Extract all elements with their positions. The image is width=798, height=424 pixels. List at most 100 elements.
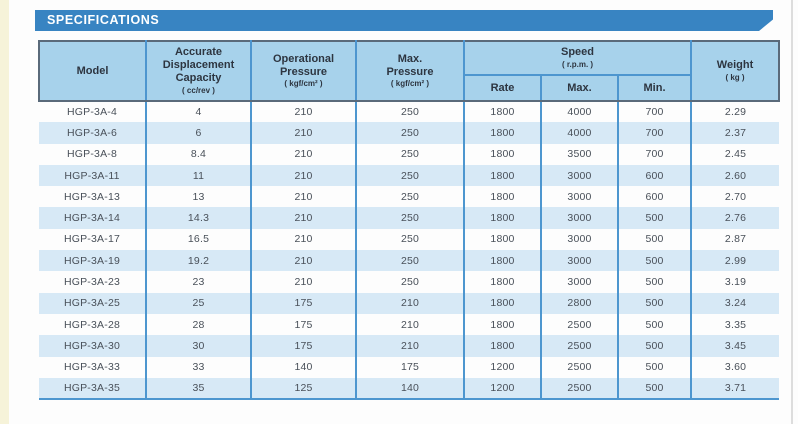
cell-speed_min: 500	[616, 356, 693, 378]
cell-model: HGP-3A-6	[39, 122, 147, 144]
cell-weight: 3.71	[690, 377, 780, 401]
cell-model: HGP-3A-30	[39, 335, 147, 357]
table-row: HGP-3A-25 25 175 210 1800 2800 500 3.24	[39, 292, 780, 314]
cell-weight: 3.35	[690, 313, 780, 336]
cell-speed_min: 700	[616, 122, 693, 144]
cell-max_pressure: 250	[355, 228, 465, 251]
cell-operational_pressure: 175	[250, 335, 357, 357]
cell-speed_max: 3000	[540, 271, 619, 293]
cell-max_pressure: 250	[355, 207, 465, 229]
page-right-edge-line	[791, 0, 793, 424]
cell-speed_max: 3500	[540, 143, 619, 165]
cell-displacement_capacity: 11	[145, 164, 252, 187]
cell-speed_rate: 1800	[463, 292, 542, 314]
cell-displacement_capacity: 16.5	[145, 228, 252, 251]
cell-operational_pressure: 210	[250, 143, 357, 165]
cell-speed_min: 500	[616, 292, 693, 314]
table-row: HGP-3A-23 23 210 250 1800 3000 500 3.19	[39, 271, 780, 293]
cell-weight: 2.70	[690, 186, 780, 208]
cell-model: HGP-3A-14	[39, 207, 147, 229]
cell-speed_max: 2800	[540, 292, 619, 314]
cell-weight: 3.24	[690, 292, 780, 314]
cell-speed_max: 3000	[540, 250, 619, 272]
cell-weight: 2.37	[690, 122, 780, 144]
cell-max_pressure: 175	[355, 356, 465, 378]
cell-speed_min: 500	[616, 313, 693, 336]
cell-max_pressure: 250	[355, 250, 465, 272]
column-header-operational-pressure-label: Operational Pressure	[272, 52, 335, 78]
cell-weight: 2.76	[690, 207, 780, 229]
page-left-edge-strip	[0, 0, 9, 424]
cell-operational_pressure: 125	[250, 377, 357, 401]
column-header-displacement-capacity: Accurate Displacement Capacity ( cc/rev …	[145, 40, 252, 102]
cell-speed_rate: 1800	[463, 164, 542, 187]
cell-max_pressure: 210	[355, 335, 465, 357]
specifications-banner-title: SPECIFICATIONS	[47, 13, 160, 27]
cell-operational_pressure: 210	[250, 122, 357, 144]
cell-displacement_capacity: 6	[145, 122, 252, 144]
cell-weight: 2.87	[690, 228, 780, 251]
cell-speed_rate: 1800	[463, 335, 542, 357]
column-header-speed-label: Speed	[561, 46, 595, 59]
column-header-weight-label: Weight	[716, 59, 754, 72]
cell-model: HGP-3A-17	[39, 228, 147, 251]
cell-max_pressure: 210	[355, 313, 465, 336]
cell-speed_min: 600	[616, 164, 693, 187]
cell-max_pressure: 250	[355, 271, 465, 293]
column-header-speed-rate: Rate	[463, 75, 542, 102]
column-header-speed-unit: ( r.p.m. )	[561, 59, 594, 69]
table-row: HGP-3A-13 13 210 250 1800 3000 600 2.70	[39, 186, 780, 208]
cell-model: HGP-3A-28	[39, 313, 147, 336]
cell-displacement_capacity: 14.3	[145, 207, 252, 229]
cell-model: HGP-3A-8	[39, 143, 147, 165]
cell-model: HGP-3A-33	[39, 356, 147, 378]
cell-speed_max: 3000	[540, 228, 619, 251]
cell-operational_pressure: 210	[250, 228, 357, 251]
cell-speed_min: 500	[616, 228, 693, 251]
cell-speed_rate: 1200	[463, 377, 542, 401]
cell-weight: 3.60	[690, 356, 780, 378]
cell-speed_min: 500	[616, 377, 693, 401]
cell-speed_min: 700	[616, 101, 693, 123]
spec-table: Model Accurate Displacement Capacity ( c…	[38, 40, 781, 401]
table-body: HGP-3A-4 4 210 250 1800 4000 700 2.29 HGP-3A-6 6 2…	[39, 101, 780, 401]
cell-operational_pressure: 210	[250, 271, 357, 293]
cell-operational_pressure: 140	[250, 356, 357, 378]
cell-operational_pressure: 175	[250, 313, 357, 336]
cell-speed_rate: 1800	[463, 207, 542, 229]
column-header-speed-group: Speed ( r.p.m. )	[462, 40, 693, 76]
column-header-operational-pressure: Operational Pressure ( kgf/cm² )	[250, 40, 357, 102]
cell-model: HGP-3A-4	[39, 101, 147, 123]
spec-table-wrap: Model Accurate Displacement Capacity ( c…	[38, 40, 781, 401]
cell-model: HGP-3A-25	[39, 292, 147, 314]
cell-speed_max: 2500	[540, 335, 619, 357]
column-header-speed-min: Min.	[616, 75, 693, 102]
cell-max_pressure: 210	[355, 292, 465, 314]
cell-weight: 2.99	[690, 250, 780, 272]
cell-displacement_capacity: 4	[145, 101, 252, 123]
column-header-displacement-capacity-label: Accurate Displacement Capacity	[162, 46, 235, 84]
column-header-model-label: Model	[76, 64, 109, 77]
table-row: HGP-3A-28 28 175 210 1800 2500 500 3.35	[39, 313, 780, 336]
cell-speed_min: 500	[616, 271, 693, 293]
cell-speed_min: 500	[616, 207, 693, 229]
cell-model: HGP-3A-35	[39, 377, 147, 401]
cell-displacement_capacity: 28	[145, 313, 252, 336]
cell-speed_max: 2500	[540, 313, 619, 336]
cell-speed_rate: 1800	[463, 143, 542, 165]
cell-weight: 3.19	[690, 271, 780, 293]
cell-max_pressure: 250	[355, 164, 465, 187]
cell-displacement_capacity: 33	[145, 356, 252, 378]
cell-speed_rate: 1800	[463, 250, 542, 272]
cell-speed_rate: 1800	[463, 122, 542, 144]
cell-displacement_capacity: 13	[145, 186, 252, 208]
cell-speed_max: 4000	[540, 122, 619, 144]
cell-speed_rate: 1800	[463, 271, 542, 293]
column-header-speed-max: Max.	[540, 75, 619, 102]
table-row: HGP-3A-14 14.3 210 250 1800 3000 500 2.76	[39, 207, 780, 229]
cell-max_pressure: 250	[355, 101, 465, 123]
cell-weight: 2.29	[690, 101, 780, 123]
cell-displacement_capacity: 23	[145, 271, 252, 293]
table-row: HGP-3A-8 8.4 210 250 1800 3500 700 2.45	[39, 143, 780, 165]
